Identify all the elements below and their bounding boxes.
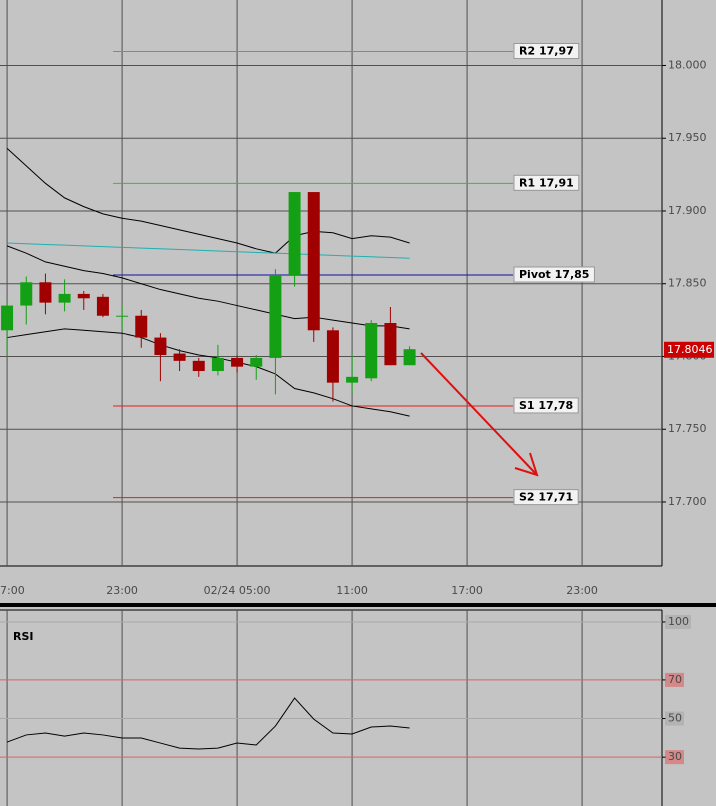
candle-body bbox=[384, 323, 397, 366]
x-tick-label: 23:00 bbox=[566, 584, 598, 597]
band-line bbox=[7, 328, 410, 417]
y-tick-label: 50 bbox=[668, 712, 682, 725]
pivot-label: Pivot 17,85 bbox=[519, 268, 589, 281]
tick-label-box bbox=[665, 614, 691, 629]
pivot-label: R1 17,91 bbox=[519, 176, 574, 189]
candle-body bbox=[77, 293, 90, 299]
band-line bbox=[6, 148, 410, 254]
y-tick-label: 100 bbox=[668, 615, 689, 628]
forecast-arrow bbox=[420, 352, 539, 477]
y-tick-label: 18.000 bbox=[668, 58, 707, 71]
pivot-label: S1 17,78 bbox=[519, 399, 573, 412]
x-tick-label: 02/24 05:00 bbox=[204, 584, 271, 597]
candle-body bbox=[211, 357, 224, 372]
x-tick-label: 17:00 bbox=[451, 584, 483, 597]
candle-body bbox=[154, 337, 167, 356]
candle-body bbox=[58, 293, 71, 303]
candle-body bbox=[116, 315, 129, 317]
y-tick-label: 17.950 bbox=[668, 131, 707, 144]
pivot-label-box bbox=[513, 489, 579, 506]
candle-body bbox=[346, 376, 359, 383]
candle-body bbox=[365, 323, 378, 379]
y-tick-label: 17.700 bbox=[668, 495, 707, 508]
last-price-label: 17.8046 bbox=[667, 343, 713, 356]
candle-body bbox=[326, 330, 339, 383]
tick-label-box bbox=[665, 672, 684, 687]
tick-label-box bbox=[665, 750, 684, 765]
rsi-line bbox=[6, 697, 410, 750]
y-tick-label: 70 bbox=[668, 673, 682, 686]
pivot-label-box bbox=[513, 397, 579, 414]
pivot-label-box bbox=[513, 266, 595, 283]
pivot-label: S2 17,71 bbox=[519, 491, 573, 504]
tick-label-box bbox=[665, 711, 684, 726]
candle-body bbox=[307, 192, 320, 331]
y-tick-label: 17.750 bbox=[668, 422, 707, 435]
band-line bbox=[6, 245, 410, 330]
rsi-title: RSI bbox=[13, 630, 34, 643]
last-price-box bbox=[664, 341, 714, 358]
x-tick-label: 23:00 bbox=[106, 584, 138, 597]
candle-body bbox=[39, 282, 52, 303]
candle-body bbox=[20, 282, 33, 306]
pivot-label-box bbox=[513, 43, 580, 60]
candle-body bbox=[269, 274, 282, 358]
x-tick-label: 11:00 bbox=[336, 584, 368, 597]
y-tick-label: 17.850 bbox=[668, 277, 707, 290]
candle-body bbox=[96, 296, 109, 316]
band-line bbox=[7, 242, 410, 259]
y-tick-label: 17.900 bbox=[668, 204, 707, 217]
candle-body bbox=[288, 192, 301, 275]
candle-body bbox=[250, 357, 263, 367]
candle-body bbox=[192, 360, 205, 372]
candle-body bbox=[231, 357, 244, 367]
y-tick-label: 30 bbox=[668, 750, 682, 763]
candle-body bbox=[403, 349, 416, 366]
candle-body bbox=[173, 353, 186, 361]
pivot-label-box bbox=[513, 174, 580, 191]
candle-body bbox=[135, 315, 148, 338]
pivot-label: R2 17,97 bbox=[519, 45, 574, 58]
panel-separator bbox=[0, 603, 716, 607]
candle-body bbox=[1, 305, 14, 331]
x-tick-label: 7:00 bbox=[0, 584, 25, 597]
